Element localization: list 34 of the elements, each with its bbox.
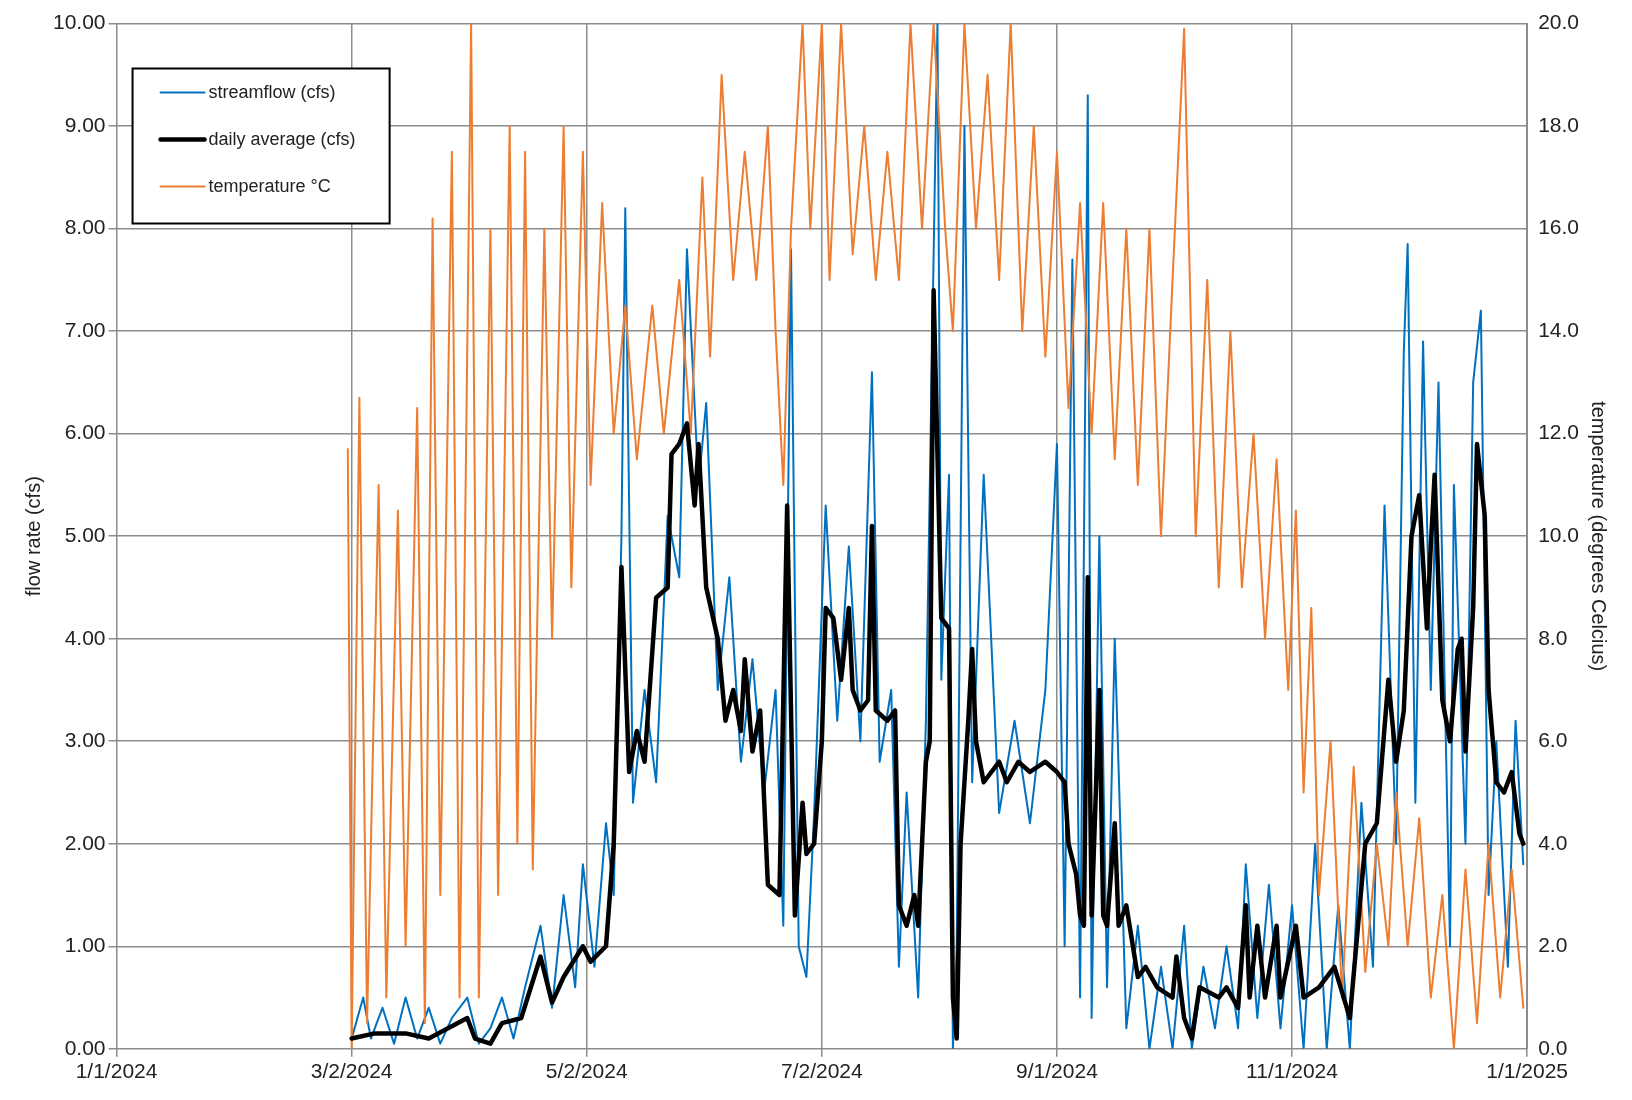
y-tick-label: 0.00 [64,1035,106,1059]
y2-tick-label: 8.0 [1538,625,1568,649]
x-tick-label: 1/1/2024 [75,1059,158,1083]
y-tick-label: 6.00 [64,420,106,444]
y2-tick-label: 12.0 [1538,420,1579,444]
y2-tick-label: 16.0 [1538,215,1579,239]
y2-tick-label: 6.0 [1538,728,1568,752]
y-tick-label: 2.00 [64,830,106,854]
x-tick-label: 3/2/2024 [310,1059,393,1083]
x-tick-label: 11/1/2024 [1246,1059,1339,1083]
y-tick-label: 1.00 [64,933,106,957]
y-tick-label: 8.00 [64,215,106,239]
y-tick-label: 4.00 [64,625,106,649]
x-tick-label: 9/1/2024 [1016,1059,1099,1083]
y-tick-label: 10.00 [52,10,106,34]
y-tick-label: 7.00 [64,317,106,341]
x-tick-label: 1/1/2025 [1486,1059,1568,1083]
y-tick-label: 5.00 [64,523,106,546]
legend-label: streamflow (cfs) [208,81,336,102]
y-tick-label: 9.00 [64,112,106,136]
legend-label: temperature °C [208,175,331,196]
y2-tick-label: 0.0 [1538,1035,1568,1059]
x-tick-label: 7/2/2024 [780,1059,864,1083]
legend-label: daily average (cfs) [208,128,356,149]
y2-tick-label: 4.0 [1538,830,1568,854]
y-tick-label: 3.00 [64,728,106,752]
y2-tick-label: 2.0 [1538,933,1568,957]
y2-tick-label: 10.0 [1538,523,1579,546]
y2-axis-title: temperature (degrees Celcius) [1588,401,1611,672]
y-axis-title: flow rate (cfs) [21,476,44,597]
y2-tick-label: 20.0 [1538,10,1579,34]
y2-tick-label: 18.0 [1538,112,1579,136]
y2-tick-label: 14.0 [1538,317,1579,341]
x-tick-label: 5/2/2024 [545,1059,628,1083]
